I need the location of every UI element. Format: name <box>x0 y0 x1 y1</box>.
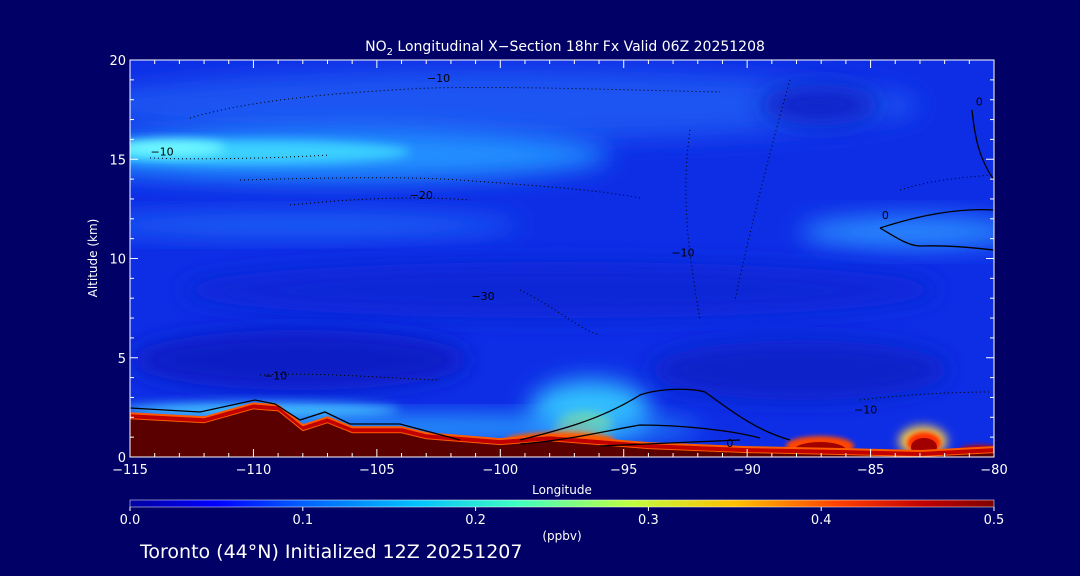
field-low-dark-region <box>130 330 470 390</box>
contour-label: −10 <box>150 145 173 158</box>
concentration-field <box>130 70 994 457</box>
x-tick-label: −90 <box>733 463 760 478</box>
y-tick-label: 10 <box>109 253 126 268</box>
contour-dotted <box>685 129 701 321</box>
contour-solid <box>879 209 994 229</box>
y-tick-label: 5 <box>118 352 126 367</box>
colorbar <box>130 500 994 507</box>
contour-solid <box>879 227 994 251</box>
x-tick-label: −110 <box>236 463 272 478</box>
footer-caption: Toronto (44°N) Initialized 12Z 20251207 <box>140 541 523 563</box>
contour-labels: −10 −10 −20 −10 −30 −10 −10 0 0 0 <box>150 72 982 450</box>
field-upper-right-low <box>760 85 880 125</box>
contour-dotted <box>859 391 991 401</box>
contour-solid <box>971 109 994 181</box>
contour-solid <box>130 399 461 441</box>
y-axis-label: Altitude (km) <box>86 219 100 298</box>
colorbar-tick-label: 0.3 <box>638 513 659 528</box>
terrain-below-ground <box>130 409 994 457</box>
field-upper-region <box>130 70 920 140</box>
contour-label: −10 <box>427 72 450 85</box>
contour-dotted <box>519 289 601 336</box>
colorbar-frame <box>129 499 995 508</box>
x-tick-label: −80 <box>980 463 1007 478</box>
y-axis: 0 5 10 15 20 <box>109 54 994 466</box>
contour-label: −10 <box>854 403 877 416</box>
x-tick-label: −105 <box>359 463 395 478</box>
contour-solid <box>519 388 791 441</box>
colorbar-tick-label: 0.1 <box>292 513 313 528</box>
field-low-right-dark <box>650 340 950 400</box>
field-mid-dark-band <box>180 262 940 318</box>
colorbar-tick-label: 0.4 <box>811 513 832 528</box>
colorbar-tick-label: 0.0 <box>120 513 141 528</box>
x-axis: −115 −110 −105 −100 −95 −90 −85 −80 <box>112 60 1008 478</box>
colorbar-ticks: 0.0 0.1 0.2 0.3 0.4 0.5 <box>120 507 1005 528</box>
y-tick-label: 15 <box>109 153 126 168</box>
contour-label: −30 <box>471 290 494 303</box>
contour-label: −20 <box>410 189 433 202</box>
colorbar-tick-label: 0.5 <box>984 513 1005 528</box>
contour-label: 0 <box>976 96 983 109</box>
chart-title: NO2 Longitudinal X−Section 18hr Fx Valid… <box>365 39 765 58</box>
field-layer-12km-left <box>130 213 520 237</box>
x-axis-label: Longitude <box>532 483 592 497</box>
x-tick-label: −115 <box>112 463 148 478</box>
contour-solid <box>519 424 761 445</box>
y-tick-label: 0 <box>118 451 126 466</box>
contour-solid <box>599 439 741 447</box>
x-tick-label: −85 <box>857 463 884 478</box>
colorbar-units: (ppbv) <box>542 529 581 543</box>
y-tick-label: 20 <box>109 54 126 69</box>
terrain-surface-band <box>130 402 994 457</box>
field-layer-12km-right <box>800 216 994 248</box>
field-layer-15km-peak <box>130 140 225 156</box>
contour-dotted <box>149 154 331 160</box>
x-tick-label: −95 <box>610 463 637 478</box>
colorbar-tick-label: 0.2 <box>465 513 486 528</box>
contour-label: 0 <box>882 209 889 222</box>
contour-label: −10 <box>264 370 287 383</box>
contour-dotted <box>289 197 471 206</box>
plot-area: −10 −10 −20 −10 −30 −10 −10 0 0 0 <box>130 60 994 457</box>
contour-label: −10 <box>671 247 694 260</box>
contour-label: 0 <box>726 437 733 450</box>
contour-lines <box>130 79 994 447</box>
x-tick-label: −100 <box>482 463 518 478</box>
